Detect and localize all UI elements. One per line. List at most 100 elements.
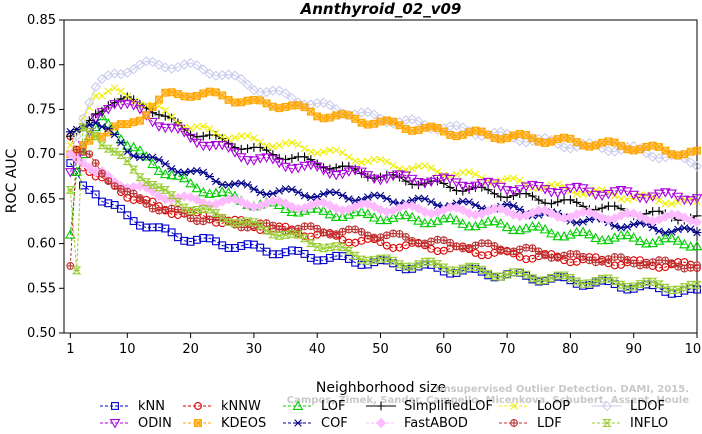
series-kdeos-point (617, 141, 625, 150)
series-kdeos-point (553, 135, 562, 144)
series-inflo-point (628, 282, 639, 291)
series-inflo-point (692, 280, 702, 289)
series-cof-point (179, 168, 189, 177)
series-inflo-point (179, 203, 189, 212)
series-inflo-point (647, 277, 658, 286)
series-cof-point (654, 227, 664, 235)
series-loop-point (572, 190, 581, 198)
series-kdeos-point (623, 145, 632, 154)
series-cof-point (515, 205, 525, 214)
series-cof-point (686, 225, 696, 233)
series-loop-point (427, 164, 435, 172)
series-loop-point (262, 141, 271, 150)
series-lof-point (501, 221, 513, 232)
series-ldf-point (313, 224, 322, 233)
series-lof-point (425, 217, 437, 228)
series-inflo-point (616, 280, 626, 289)
series-inflo-point (546, 273, 557, 282)
series-loop-point (300, 144, 309, 153)
series-ldof-point (691, 161, 702, 172)
series-simplifiedlof-point (268, 150, 278, 159)
series-simplifiedlof-point (230, 143, 240, 152)
series-cof-point (648, 223, 658, 232)
series-loop-point (389, 161, 397, 170)
series-ldf-point (534, 247, 543, 256)
series-lof-point (596, 234, 608, 245)
series-ldf-point (636, 261, 644, 270)
series-ldof-point (185, 57, 196, 69)
series-lof-point (178, 172, 190, 183)
series-ldof-point (318, 97, 329, 108)
series-kdeos-point (389, 117, 398, 126)
legend-item-fastabod-label: FastABOD (404, 416, 468, 431)
series-cof-line (70, 122, 698, 234)
series-loop-point (364, 157, 372, 166)
series-lof-point (292, 207, 304, 217)
series-knnw-point (338, 235, 347, 244)
series-lof (64, 110, 702, 251)
series-fastabod-point (191, 194, 203, 205)
series-ldf-point (471, 241, 480, 250)
series-cof-point (103, 124, 113, 133)
series-lof-point (356, 206, 367, 216)
series-simplifiedlof-point (610, 201, 620, 211)
series-ldof-point (274, 85, 285, 96)
series-inflo-point (325, 243, 335, 252)
series-inflo-point (666, 286, 677, 294)
series-lof-point (678, 238, 690, 249)
series-ldf (66, 145, 701, 273)
series-loop-point (667, 200, 676, 208)
series-ldof-point (223, 69, 234, 80)
series-ldf-point (117, 184, 125, 193)
series-cof-point (160, 160, 170, 168)
series-loop-point (281, 139, 290, 147)
series-ldf-point (661, 256, 670, 265)
series-ldf-point (509, 247, 518, 256)
series-inflo-point (287, 229, 297, 238)
series-loop-point (313, 149, 321, 157)
series-fastabod-point (134, 180, 146, 192)
series-kdeos-point (148, 103, 157, 112)
watermark-line-1: Unsupervised Outlier Detection. DAMI, 20… (435, 384, 689, 395)
series-kdeos-point (566, 134, 575, 143)
series-inflo-point (527, 274, 538, 283)
series-knn (66, 159, 701, 298)
series-inflo-point (356, 255, 367, 264)
series-odin-point (349, 166, 361, 176)
series-loop-point (104, 87, 113, 96)
series-cof-point (344, 195, 354, 203)
series-ldf-point (541, 251, 550, 260)
legend-item-ldof: LDOF (592, 399, 665, 414)
series-ldf-point (585, 256, 594, 265)
series-inflo-point (420, 257, 430, 266)
series-ldf-point (142, 199, 151, 208)
series-loop-point (661, 199, 670, 208)
series-odin-point (558, 187, 570, 197)
series-ldof-line (69, 60, 698, 167)
series-simplifiedlof-point (306, 155, 316, 165)
series-simplifiedlof-point (300, 152, 309, 162)
series-fastabod-point (280, 198, 291, 209)
series-lof-point (121, 140, 133, 150)
series-inflo-point (458, 264, 468, 273)
series-lof-point (71, 166, 83, 176)
series-loop-point (110, 84, 119, 92)
series-loop-point (357, 158, 366, 167)
series-simplifiedlof-point (160, 111, 170, 121)
series-loop-point (199, 122, 208, 131)
series-odin-point (457, 181, 469, 192)
series-odin-point (121, 99, 133, 110)
series-odin-point (685, 196, 697, 206)
series-ldf-point (338, 227, 347, 236)
series-inflo-point (445, 266, 455, 275)
series-ldof-point (147, 56, 158, 68)
series-kdeos-point (477, 127, 486, 136)
series-knn-point (693, 285, 701, 294)
series-lof-point (444, 212, 456, 223)
series-odin-point (565, 184, 576, 194)
series-cof-point (293, 188, 303, 197)
series-odin-point (166, 123, 177, 134)
series-ldf-point (522, 243, 531, 252)
series-loop-point (553, 180, 562, 189)
